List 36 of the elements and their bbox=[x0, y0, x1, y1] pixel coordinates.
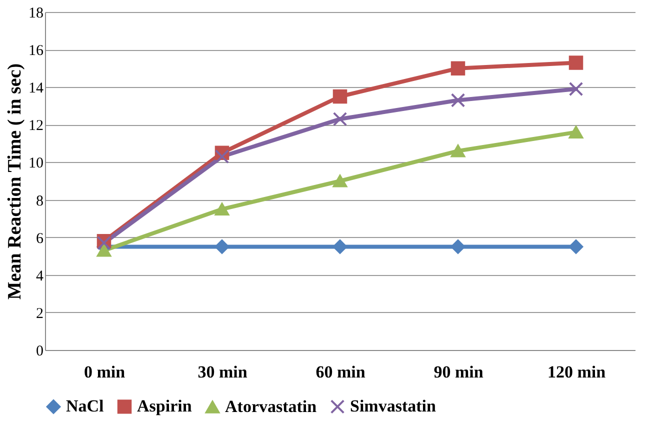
point bbox=[332, 174, 348, 188]
y-tick-label: 8 bbox=[36, 193, 44, 210]
point bbox=[214, 149, 230, 164]
x-tick-label: 0 min bbox=[84, 362, 126, 382]
y-tick-label: 14 bbox=[28, 80, 44, 97]
point bbox=[450, 144, 466, 158]
x-tick-label: 30 min bbox=[198, 362, 248, 382]
point bbox=[450, 61, 466, 76]
legend-label: Atorvastatin bbox=[225, 397, 318, 416]
point bbox=[332, 112, 348, 126]
point bbox=[96, 244, 112, 257]
point bbox=[568, 240, 584, 254]
y-tick-label: 0 bbox=[36, 344, 44, 360]
point bbox=[332, 240, 348, 254]
y-tick-label: 12 bbox=[28, 118, 44, 134]
point bbox=[450, 93, 466, 108]
y-tick-label: 10 bbox=[28, 156, 44, 172]
point bbox=[332, 89, 348, 104]
x-tick-label: 90 min bbox=[434, 362, 484, 382]
y-tick-label: 4 bbox=[36, 268, 44, 284]
legend-label: Simvastatin bbox=[350, 396, 436, 416]
y-tick-label: 18 bbox=[28, 6, 44, 22]
legend-label: NaCl bbox=[66, 396, 104, 416]
y-axis-title: Mean Reaction Time ( in sec) bbox=[4, 63, 26, 300]
x-tick-label: 60 min bbox=[316, 362, 366, 382]
point bbox=[450, 240, 466, 254]
point bbox=[214, 240, 230, 254]
y-tick-label: 2 bbox=[36, 306, 44, 322]
point bbox=[214, 202, 230, 216]
x-tick-label: 120 min bbox=[547, 362, 606, 382]
point bbox=[568, 82, 584, 96]
y-tick-label: 16 bbox=[28, 43, 44, 60]
point bbox=[568, 56, 584, 70]
point bbox=[568, 126, 584, 138]
y-tick-label: 6 bbox=[36, 230, 44, 247]
legend-label: Aspirin bbox=[137, 396, 192, 416]
